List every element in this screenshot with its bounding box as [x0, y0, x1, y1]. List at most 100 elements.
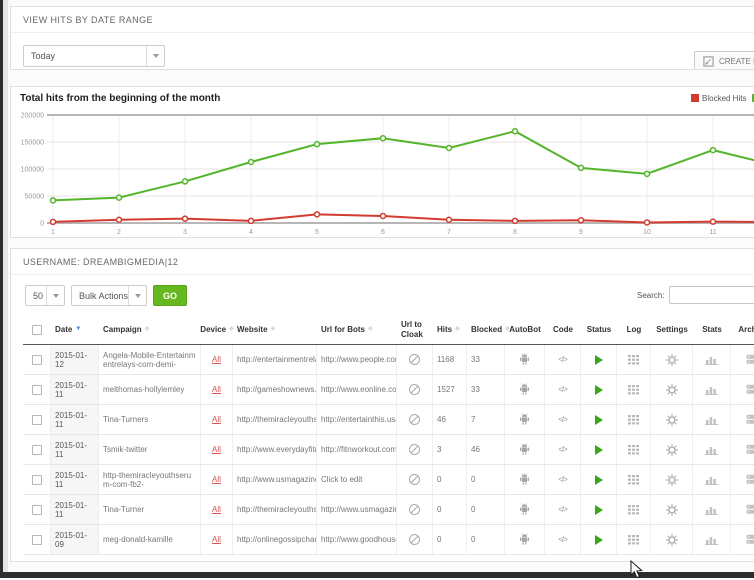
gear-icon[interactable] — [665, 443, 678, 456]
row-checkbox[interactable] — [31, 354, 42, 365]
bulk-actions-select[interactable]: Bulk Actions — [71, 285, 147, 306]
gear-icon[interactable] — [665, 503, 678, 516]
android-robot-icon[interactable] — [518, 413, 531, 426]
gear-icon[interactable] — [665, 353, 678, 366]
col-url-for-bots[interactable]: Url for Bots ◆ — [321, 324, 373, 334]
grid-icon[interactable] — [628, 534, 639, 545]
archive-icon[interactable] — [746, 354, 754, 365]
go-button[interactable]: GO — [153, 285, 188, 306]
code-icon[interactable]: </> — [558, 415, 568, 424]
select-all-checkbox[interactable] — [32, 324, 42, 335]
play-icon[interactable] — [594, 384, 603, 395]
ban-circle-icon[interactable] — [409, 384, 420, 395]
row-checkbox[interactable] — [31, 414, 42, 425]
blocked-cell: 0 — [467, 465, 505, 494]
gear-icon[interactable] — [665, 473, 678, 486]
row-checkbox[interactable] — [31, 384, 42, 395]
android-robot-icon[interactable] — [518, 383, 531, 396]
row-checkbox[interactable] — [31, 504, 42, 515]
grid-icon[interactable] — [628, 414, 639, 425]
grid-icon[interactable] — [628, 444, 639, 455]
android-robot-icon[interactable] — [518, 503, 531, 516]
create-campaign-button[interactable]: CREATE NEW CAMPAIGN — [694, 51, 754, 69]
bar-chart-icon[interactable] — [704, 444, 719, 455]
grid-icon[interactable] — [628, 474, 639, 485]
device-all-link[interactable]: All — [212, 535, 221, 544]
ban-circle-icon[interactable] — [409, 354, 420, 365]
device-all-link[interactable]: All — [212, 355, 221, 364]
ban-circle-icon[interactable] — [409, 534, 420, 545]
device-all-link[interactable]: All — [212, 475, 221, 484]
date-range-select[interactable]: Today — [23, 45, 165, 67]
url-for-bots-cell[interactable]: http://www.people.com/var... — [317, 345, 397, 374]
chevron-down-icon — [146, 46, 164, 66]
row-checkbox[interactable] — [31, 444, 42, 455]
col-campaign[interactable]: Campaign ◆ — [103, 324, 150, 334]
archive-icon[interactable] — [746, 534, 754, 545]
code-icon[interactable]: </> — [558, 505, 568, 514]
gear-icon[interactable] — [665, 383, 678, 396]
col-device[interactable]: Device ◆ — [200, 324, 234, 334]
bar-chart-icon[interactable] — [704, 534, 719, 545]
play-icon[interactable] — [594, 534, 603, 545]
device-all-link[interactable]: All — [212, 505, 221, 514]
code-icon[interactable]: </> — [558, 475, 568, 484]
android-robot-icon[interactable] — [518, 353, 531, 366]
device-all-link[interactable]: All — [212, 385, 221, 394]
play-icon[interactable] — [594, 504, 603, 515]
url-for-bots-cell[interactable]: http://entertainthis.usatod... — [317, 405, 397, 434]
window-border-left-inner — [3, 0, 8, 572]
search-input[interactable] — [668, 286, 754, 304]
col-code: Code — [553, 324, 573, 334]
archive-icon[interactable] — [746, 414, 754, 425]
code-icon[interactable]: </> — [558, 355, 568, 364]
page-size-select[interactable]: 50 — [25, 285, 65, 306]
table-row: 2015-01-11 Tina-Turners All http://themi… — [23, 405, 754, 435]
ban-circle-icon[interactable] — [409, 414, 420, 425]
ban-circle-icon[interactable] — [409, 444, 420, 455]
bar-chart-icon[interactable] — [704, 504, 719, 515]
col-date[interactable]: Date ▼ — [55, 324, 82, 334]
code-icon[interactable]: </> — [558, 535, 568, 544]
col-blocked[interactable]: Blocked ◆ — [471, 324, 510, 334]
url-for-bots-cell[interactable]: http://www.eonline.com/n... — [317, 375, 397, 404]
col-website[interactable]: Website ◆ — [237, 324, 276, 334]
archive-icon[interactable] — [746, 474, 754, 485]
grid-icon[interactable] — [628, 504, 639, 515]
url-for-bots-cell[interactable]: http://www.usmagazine.c... — [317, 495, 397, 524]
bar-chart-icon[interactable] — [704, 474, 719, 485]
play-icon[interactable] — [594, 474, 603, 485]
new-campaign-icon — [703, 55, 714, 67]
url-for-bots-cell[interactable]: http://fitnworkout.com/ — [317, 435, 397, 464]
android-robot-icon[interactable] — [518, 473, 531, 486]
ban-circle-icon[interactable] — [409, 504, 420, 515]
code-icon[interactable]: </> — [558, 445, 568, 454]
archive-icon[interactable] — [746, 444, 754, 455]
play-icon[interactable] — [594, 414, 603, 425]
url-for-bots-cell[interactable]: Click to edit — [317, 465, 397, 494]
grid-icon[interactable] — [628, 384, 639, 395]
archive-icon[interactable] — [746, 384, 754, 395]
android-robot-icon[interactable] — [518, 533, 531, 546]
code-icon[interactable]: </> — [558, 385, 568, 394]
gear-icon[interactable] — [665, 533, 678, 546]
bar-chart-icon[interactable] — [704, 354, 719, 365]
device-all-link[interactable]: All — [212, 415, 221, 424]
col-url-to-cloak[interactable]: Url to Cloak — [401, 320, 423, 339]
table-body: 2015-01-12 Angela-Mobile-Entertainmentre… — [23, 345, 754, 555]
gear-icon[interactable] — [665, 413, 678, 426]
android-robot-icon[interactable] — [518, 443, 531, 456]
row-checkbox[interactable] — [31, 534, 42, 545]
select-all-checkbox-cell[interactable] — [23, 315, 51, 344]
ban-circle-icon[interactable] — [409, 474, 420, 485]
bar-chart-icon[interactable] — [704, 414, 719, 425]
col-hits[interactable]: Hits ◆ — [437, 324, 460, 334]
url-for-bots-cell[interactable]: http://www.goodhouseke... — [317, 525, 397, 554]
play-icon[interactable] — [594, 354, 603, 365]
grid-icon[interactable] — [628, 354, 639, 365]
device-all-link[interactable]: All — [212, 445, 221, 454]
play-icon[interactable] — [594, 444, 603, 455]
row-checkbox[interactable] — [31, 474, 42, 485]
bar-chart-icon[interactable] — [704, 384, 719, 395]
archive-icon[interactable] — [746, 504, 754, 515]
